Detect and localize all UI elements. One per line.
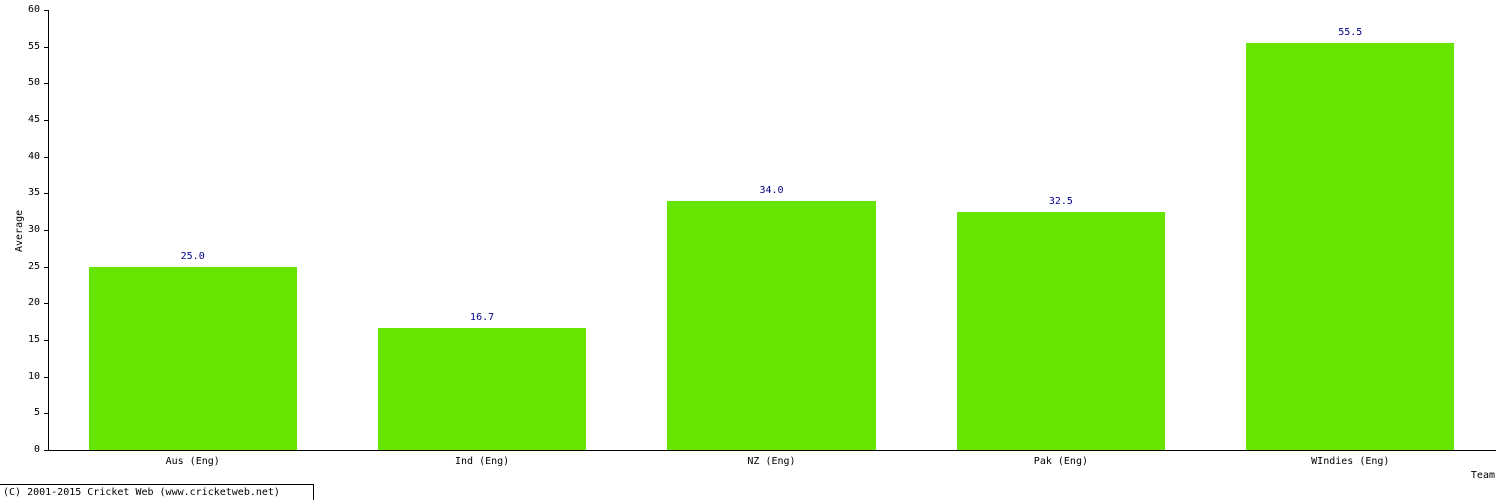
bar-value-label: 34.0 <box>722 185 822 196</box>
y-tick-label: 50 <box>28 77 40 88</box>
y-tick-mark <box>44 230 48 231</box>
y-tick-label: 5 <box>34 407 40 418</box>
y-tick-mark <box>44 340 48 341</box>
y-tick-mark <box>44 83 48 84</box>
bar <box>378 328 586 450</box>
y-tick-mark <box>44 450 48 451</box>
bar-value-label: 16.7 <box>432 312 532 323</box>
y-tick-mark <box>44 47 48 48</box>
bar <box>89 267 297 450</box>
bar-value-label: 55.5 <box>1300 27 1400 38</box>
y-tick-label: 60 <box>28 4 40 15</box>
y-tick-mark <box>44 377 48 378</box>
chart-container: 0 5 10 15 20 25 30 35 40 45 50 55 60 Average 25.0 16.… <box>0 0 1500 500</box>
y-tick-label: 15 <box>28 334 40 345</box>
bar-value-label: 25.0 <box>143 251 243 262</box>
y-axis-title: Average <box>14 210 25 252</box>
y-tick-label: 45 <box>28 114 40 125</box>
bar-value-label: 32.5 <box>1011 196 1111 207</box>
y-tick-mark <box>44 10 48 11</box>
bar <box>667 201 875 450</box>
x-tick-label: WIndies (Eng) <box>1230 456 1470 467</box>
x-tick-label: Ind (Eng) <box>362 456 602 467</box>
y-tick-label: 35 <box>28 187 40 198</box>
y-tick-mark <box>44 267 48 268</box>
x-tick-label: NZ (Eng) <box>652 456 892 467</box>
y-tick-label: 25 <box>28 261 40 272</box>
copyright-text: (C) 2001-2015 Cricket Web (www.cricketwe… <box>3 487 280 498</box>
y-tick-label: 40 <box>28 151 40 162</box>
y-tick-mark <box>44 413 48 414</box>
y-tick-label: 55 <box>28 41 40 52</box>
bar <box>1246 43 1454 450</box>
x-tick-label: Aus (Eng) <box>73 456 313 467</box>
y-tick-mark <box>44 157 48 158</box>
y-tick-label: 30 <box>28 224 40 235</box>
y-tick-mark <box>44 120 48 121</box>
y-tick-mark <box>44 303 48 304</box>
x-tick-label: Pak (Eng) <box>941 456 1181 467</box>
x-axis-title: Team <box>1471 470 1495 481</box>
y-tick-label: 10 <box>28 371 40 382</box>
y-tick-label: 0 <box>34 444 40 455</box>
y-tick-label: 20 <box>28 297 40 308</box>
bar <box>957 212 1165 450</box>
y-tick-mark <box>44 193 48 194</box>
